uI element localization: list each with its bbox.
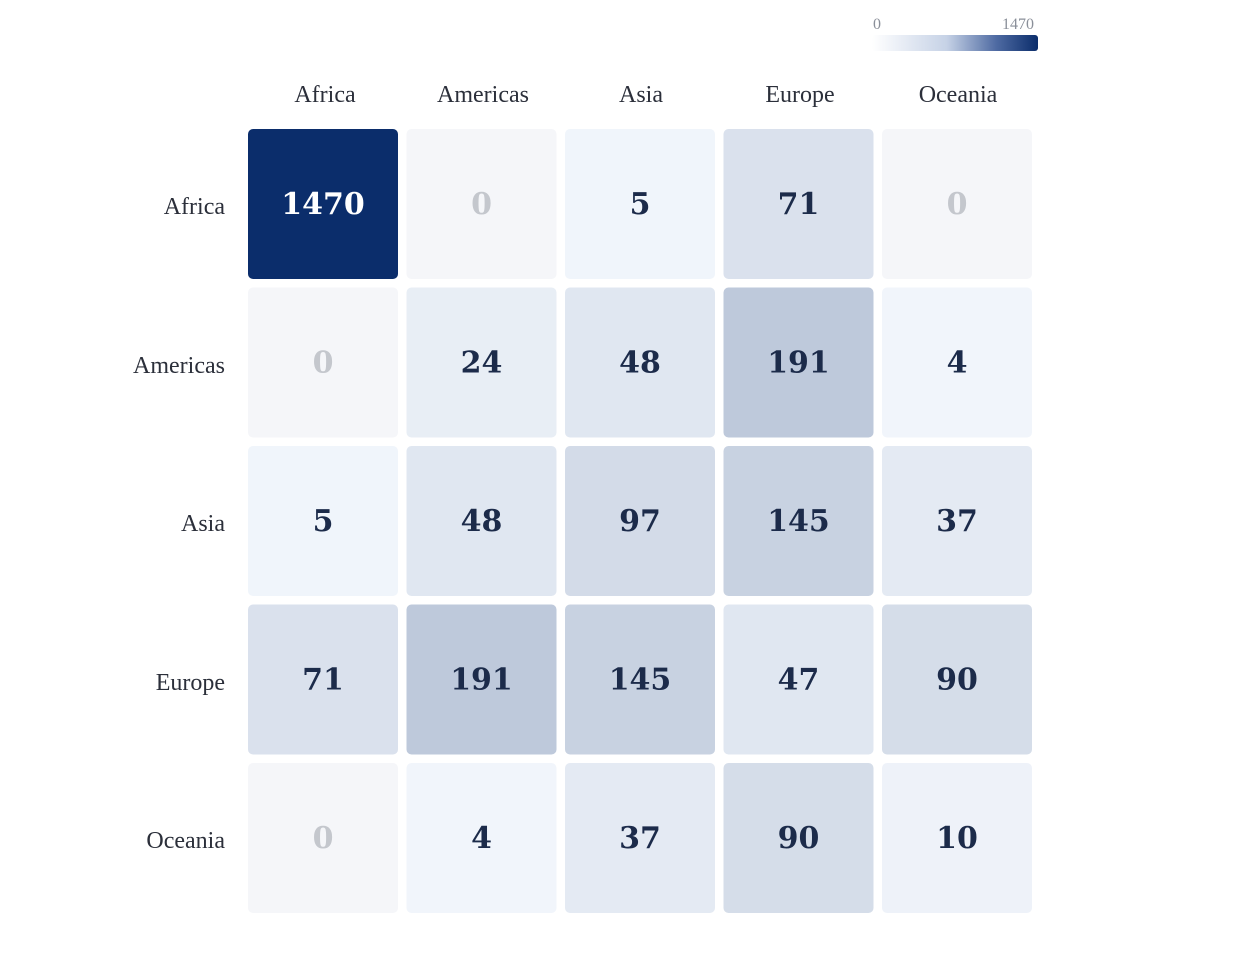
- color-legend: 0 1470: [872, 16, 1038, 51]
- heatmap-cell: [406, 446, 557, 596]
- heatmap-cell: [248, 763, 398, 913]
- column-label-africa: Africa: [294, 82, 356, 108]
- heatmap-cell-value: 90: [936, 663, 978, 698]
- heatmap-cell-value: 4: [471, 821, 492, 856]
- heatmap-cell: [406, 604, 557, 755]
- heatmap-cell-value: 0: [471, 187, 492, 222]
- heatmap-cell: [723, 763, 874, 913]
- column-label-asia: Asia: [619, 82, 663, 108]
- column-label-americas: Americas: [437, 82, 529, 108]
- row-label-africa: Africa: [164, 194, 226, 220]
- row-labels: Africa Americas Asia Europe Oceania: [133, 194, 225, 854]
- heatmap-cell-value: 10: [936, 821, 978, 856]
- legend-gradient-bar: [872, 35, 1038, 51]
- heatmap-cell: [882, 763, 1032, 913]
- heatmap-cell: [406, 287, 557, 438]
- heatmap-cell: [248, 129, 398, 279]
- heatmap-cell-value: 191: [450, 663, 513, 698]
- heatmap-cell-value: 97: [619, 504, 661, 539]
- heatmap-cell-value: 48: [461, 504, 503, 539]
- heatmap-cell-value: 5: [630, 187, 651, 222]
- heatmap-cell: [248, 446, 398, 596]
- heatmap-cell-value: 5: [313, 504, 334, 539]
- column-label-europe: Europe: [765, 82, 834, 108]
- heatmap-cells: 1470 0 5 71 0 0 24 48 191 4 5 48 97 145 37 71 191 145 47 90…: [248, 129, 1032, 913]
- heatmap-cell-value: 24: [461, 346, 503, 381]
- row-label-americas: Americas: [133, 353, 225, 379]
- heatmap-cell-value: 4: [947, 346, 968, 381]
- legend-min-label: 0: [873, 16, 881, 33]
- heatmap-cell-value: 1470: [281, 187, 365, 222]
- heatmap-cell: [882, 604, 1032, 755]
- heatmap-cell: [882, 129, 1032, 279]
- heatmap-cell-value: 71: [778, 187, 820, 222]
- heatmap-cell: [565, 287, 715, 438]
- heatmap-cell: [723, 604, 874, 755]
- heatmap-cell: [723, 129, 874, 279]
- row-label-oceania: Oceania: [146, 828, 225, 854]
- heatmap-cell: [406, 129, 557, 279]
- heatmap-cell: [565, 604, 715, 755]
- heatmap-cell: [723, 287, 874, 438]
- heatmap-cell-value: 47: [778, 663, 820, 698]
- heatmap-cell-value: 37: [619, 821, 661, 856]
- heatmap-cell: [565, 763, 715, 913]
- heatmap-cell: [406, 763, 557, 913]
- heatmap-cell: [248, 604, 398, 755]
- heatmap-cell: [723, 446, 874, 596]
- column-labels: Africa Americas Asia Europe Oceania: [294, 82, 997, 108]
- heatmap-cell: [882, 287, 1032, 438]
- legend-max-label: 1470: [1002, 16, 1034, 33]
- row-label-asia: Asia: [181, 511, 225, 537]
- heatmap-cell-value: 37: [936, 504, 978, 539]
- heatmap-cell-value: 48: [619, 346, 661, 381]
- heatmap-cell-value: 71: [302, 663, 344, 698]
- heatmap-cell-value: 145: [767, 504, 830, 539]
- heatmap-cell-value: 0: [313, 346, 334, 381]
- heatmap-cell: [882, 446, 1032, 596]
- heatmap-cell-value: 191: [767, 346, 830, 381]
- heatmap-cell-value: 145: [609, 663, 672, 698]
- row-label-europe: Europe: [156, 670, 225, 696]
- heatmap-cell-value: 0: [947, 187, 968, 222]
- heatmap-cell-value: 90: [778, 821, 820, 856]
- heatmap-cell: [248, 287, 398, 438]
- heatmap-cell: [565, 446, 715, 596]
- column-label-oceania: Oceania: [919, 82, 998, 108]
- heatmap-cell: [565, 129, 715, 279]
- heatmap-cell-value: 0: [313, 821, 334, 856]
